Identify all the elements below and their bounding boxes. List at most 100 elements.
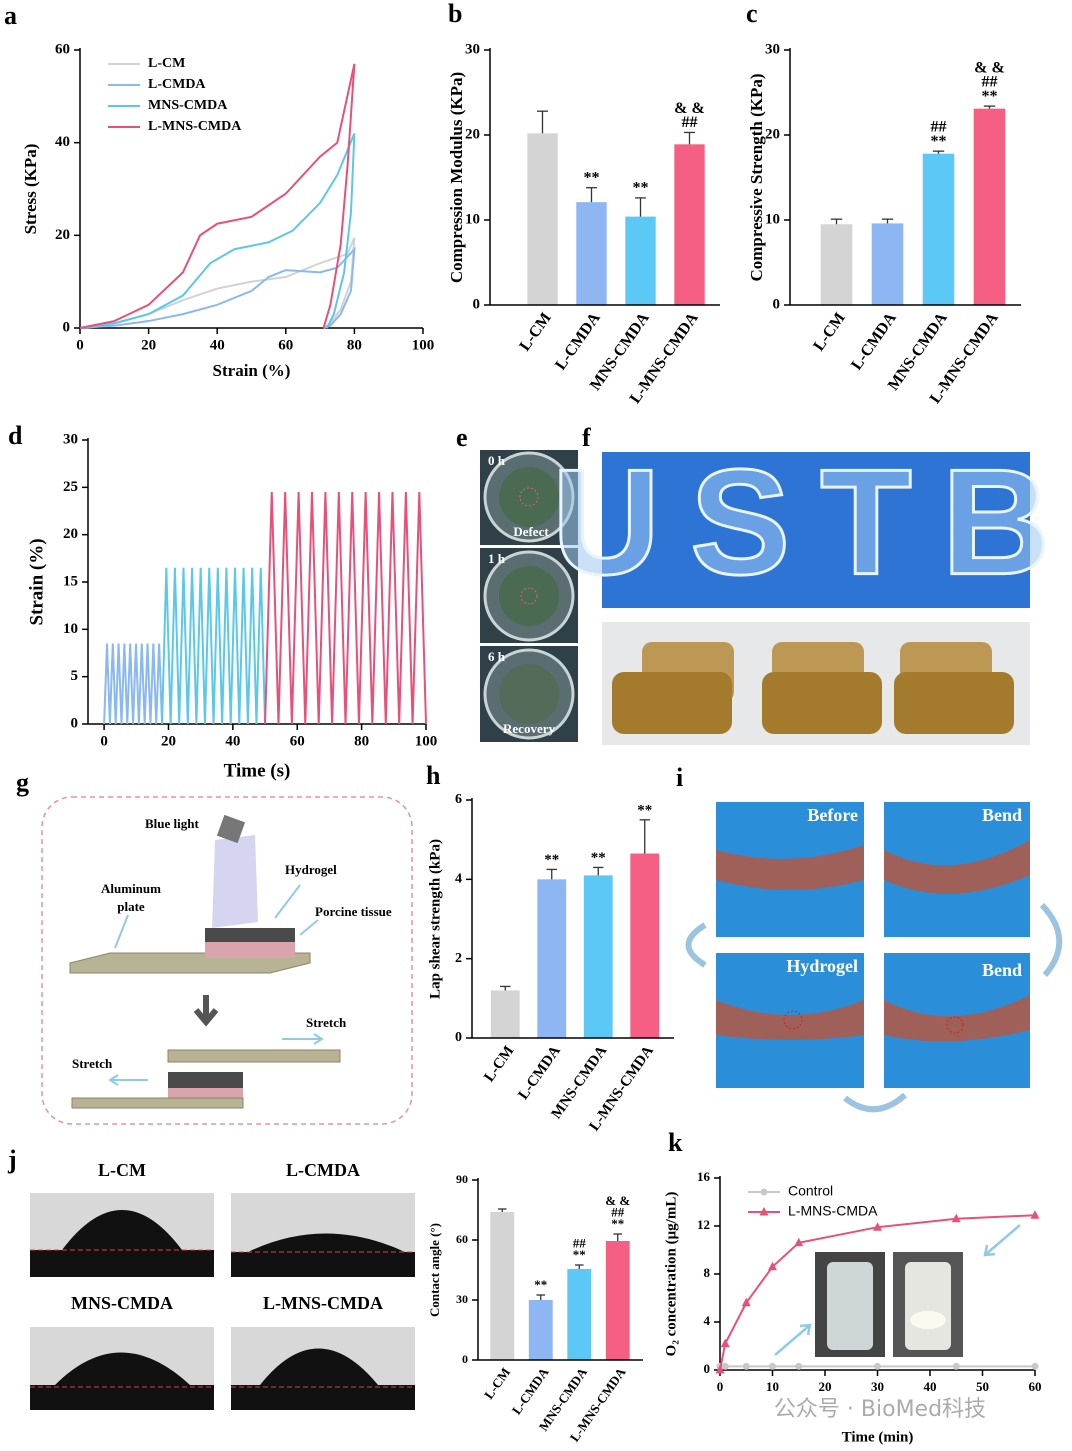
significance-mark: ## <box>931 119 947 136</box>
photo-label: Recovery <box>503 721 555 736</box>
y-tick-label: 10 <box>765 211 780 227</box>
x-axis-title: Time (min) <box>842 1429 914 1445</box>
x-axis-title: Time (s) <box>224 760 291 781</box>
y-tick-label: 20 <box>55 227 70 243</box>
y-tick-label: 4 <box>704 1313 711 1328</box>
significance-mark: & & <box>974 59 1005 76</box>
y-axis-title: Lap shear strength (kPa) <box>427 839 443 999</box>
legend-swatch <box>760 1188 768 1196</box>
y-tick-label: 10 <box>465 211 480 227</box>
x-tick-label: 0 <box>100 733 108 749</box>
photo-label: L-MNS-CMDA <box>263 1293 383 1313</box>
bar <box>630 853 660 1038</box>
bar <box>605 1241 630 1360</box>
y-tick-label: 30 <box>765 41 780 57</box>
marker <box>1031 1362 1039 1370</box>
significance-mark: ** <box>637 802 652 818</box>
panel-label: h <box>426 761 441 790</box>
x-tick-label: 40 <box>210 337 225 353</box>
bar <box>528 1300 553 1360</box>
panel-label: b <box>448 0 462 28</box>
y-tick-label: 30 <box>465 41 480 57</box>
marker <box>795 1362 803 1370</box>
y-tick-label: 90 <box>456 1172 468 1186</box>
diagram-label: Blue light <box>145 816 199 831</box>
bar <box>922 153 955 305</box>
marker <box>794 1237 804 1247</box>
panel-label: a <box>4 1 17 30</box>
bar <box>527 133 558 305</box>
y-tick-label: 40 <box>55 134 70 150</box>
significance-mark: ** <box>611 1216 624 1231</box>
marker <box>715 1365 725 1374</box>
line <box>264 492 427 725</box>
y-tick-label: 20 <box>765 126 780 142</box>
line <box>719 1214 1036 1371</box>
x-tick-label: 0 <box>717 1379 724 1394</box>
x-axis-title: Strain (%) <box>213 361 291 380</box>
legend-swatch <box>759 1207 769 1216</box>
photo-label: Bend <box>982 805 1022 825</box>
photo-label: L-CMDA <box>286 1160 360 1180</box>
panel-label: k <box>668 1128 683 1157</box>
x-tick-label: 20 <box>141 337 156 353</box>
x-tick-label: 80 <box>347 337 362 353</box>
significance-mark: ** <box>573 1247 586 1262</box>
diagram-label: Stretch <box>72 1056 113 1071</box>
legend-label: Control <box>788 1183 833 1199</box>
y-tick-label: 2 <box>455 951 462 966</box>
legend-label: L-MNS-CMDA <box>148 119 242 134</box>
x-tick-label: 50 <box>976 1379 989 1394</box>
line <box>79 246 356 329</box>
x-tick-label: 60 <box>290 733 305 749</box>
bar <box>490 990 520 1038</box>
line <box>103 643 164 725</box>
significance-mark: & & <box>605 1193 630 1208</box>
marker <box>874 1362 881 1370</box>
photo-label: 0 h <box>488 453 506 468</box>
bar <box>490 1212 515 1360</box>
legend-label: L-MNS-CMDA <box>788 1203 878 1219</box>
watermark: 公众号 · BioMed科技 <box>774 1397 986 1422</box>
marker <box>952 1362 960 1370</box>
bar <box>674 144 705 305</box>
bar <box>583 875 613 1038</box>
y-tick-label: 0 <box>455 1030 462 1045</box>
panel-j-photos: L-CM L-CMDA MNS-CMDA L-MNS-CMDA <box>30 1160 415 1410</box>
y-axis-title: Compression Modulus (KPa) <box>447 72 466 283</box>
significance-mark: ** <box>633 180 649 197</box>
y-tick-label: 20 <box>63 526 78 542</box>
y-tick-label: 4 <box>455 872 462 887</box>
diagram-label: Hydrogel <box>285 862 337 877</box>
marker <box>721 1362 729 1370</box>
chart: 0 20 40 60 Stress (KPa) 0 20 40 60 80 100 Strain (%… <box>21 41 434 379</box>
significance-mark: ## <box>682 114 698 131</box>
marker <box>1030 1210 1040 1219</box>
diagram-label: plate <box>117 899 145 914</box>
significance-mark: ## <box>611 1205 625 1220</box>
y-tick-label: 60 <box>55 41 70 57</box>
x-tick-label: 30 <box>871 1379 884 1394</box>
y-tick-label: 15 <box>63 573 78 589</box>
marker <box>951 1213 961 1223</box>
photo-label: Before <box>807 805 858 825</box>
marker <box>769 1362 776 1370</box>
y-tick-label: 8 <box>704 1265 711 1280</box>
diagram-label: Porcine tissue <box>315 904 392 919</box>
significance-mark: ## <box>982 74 998 91</box>
bar <box>973 108 1006 306</box>
y-tick-label: 30 <box>63 431 78 447</box>
legend-label: L-CMDA <box>148 77 206 92</box>
marker <box>741 1297 751 1307</box>
y-tick-label: 0 <box>63 319 71 335</box>
line <box>79 133 356 329</box>
significance-mark: ** <box>931 133 947 150</box>
photo-label: 6 h <box>488 649 506 664</box>
panel-label: j <box>7 1145 17 1174</box>
y-tick-label: 0 <box>773 296 781 312</box>
panel-label: i <box>676 763 683 792</box>
panel-e-photos: 0 h Defect 1 h 6 h Recovery <box>480 450 578 742</box>
x-tick-label: 100 <box>415 733 438 749</box>
panel-label: f <box>582 423 591 452</box>
